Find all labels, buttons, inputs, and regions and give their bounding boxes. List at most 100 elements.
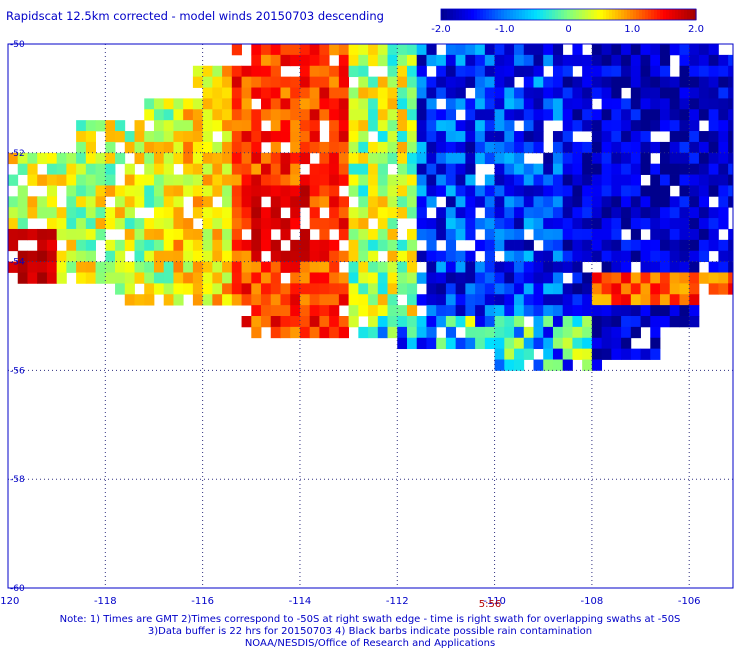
heatmap-cell — [679, 98, 690, 110]
heatmap-cell — [698, 54, 710, 67]
heatmap-cell — [56, 261, 67, 273]
heatmap-cell — [212, 98, 223, 110]
heatmap-cell — [552, 207, 564, 219]
heatmap-cell — [562, 131, 573, 143]
heatmap-cell — [115, 120, 126, 132]
heatmap-cell — [251, 163, 262, 175]
heatmap-cell — [290, 207, 301, 219]
heatmap-cell — [192, 141, 204, 154]
heatmap-cell — [475, 152, 486, 165]
heatmap-cell — [445, 174, 457, 186]
heatmap-cell — [728, 54, 733, 67]
heatmap-cell — [669, 120, 680, 132]
heatmap-cell — [56, 272, 67, 284]
chart-title: Rapidscat 12.5km corrected - model winds… — [6, 9, 384, 23]
heatmap-cell — [591, 109, 603, 121]
heatmap-cell — [484, 185, 495, 197]
heatmap-cell — [115, 272, 126, 284]
heatmap-cell — [426, 239, 437, 252]
heatmap-cell — [397, 44, 408, 56]
heatmap-cell — [231, 272, 242, 284]
heatmap-cell — [56, 228, 67, 241]
heatmap-cell — [728, 196, 733, 208]
heatmap-cell — [679, 283, 690, 295]
heatmap-cell — [465, 44, 476, 56]
heatmap-cell — [552, 54, 564, 67]
heatmap-cell — [650, 141, 661, 154]
heatmap-cell — [436, 272, 447, 284]
heatmap-cell — [416, 272, 427, 284]
heatmap-cell — [621, 196, 632, 208]
heatmap-cell — [572, 305, 583, 317]
heatmap-cell — [621, 305, 632, 317]
heatmap-cell — [85, 131, 96, 143]
heatmap-cell — [640, 76, 651, 88]
heatmap-cell — [582, 305, 593, 317]
heatmap-cell — [319, 152, 330, 165]
colorbar-segment — [471, 9, 475, 20]
heatmap-cell — [163, 218, 174, 230]
heatmap-cell — [192, 250, 204, 262]
heatmap-cell — [630, 283, 641, 295]
heatmap-cell — [533, 98, 544, 110]
heatmap-cell — [212, 141, 223, 154]
y-tick-label: -60 — [10, 584, 25, 594]
heatmap-cell — [591, 174, 603, 186]
heatmap-cell — [640, 283, 651, 295]
heatmap-cell — [17, 207, 28, 219]
heatmap-cell — [436, 87, 447, 99]
heatmap-cell — [689, 239, 700, 252]
colorbar-segment — [504, 9, 508, 20]
heatmap-cell — [436, 207, 447, 219]
heatmap-cell — [338, 131, 349, 143]
heatmap-cell — [718, 185, 729, 197]
heatmap-cell — [85, 163, 96, 175]
heatmap-cell — [601, 316, 612, 328]
colorbar-segment — [534, 9, 538, 20]
heatmap-cell — [251, 218, 262, 230]
heatmap-cell — [8, 218, 19, 230]
heatmap-cell — [562, 239, 573, 252]
heatmap-cell — [85, 141, 96, 154]
heatmap-cell — [504, 152, 515, 165]
heatmap-cell — [669, 131, 680, 143]
heatmap-cell — [309, 305, 320, 317]
heatmap-cell — [611, 163, 622, 175]
heatmap-cell — [426, 337, 437, 350]
colorbar-segment — [600, 9, 604, 20]
heatmap-cell — [124, 174, 135, 186]
heatmap-cell — [543, 305, 554, 317]
heatmap-cell — [144, 131, 155, 143]
heatmap-cell — [728, 98, 733, 110]
heatmap-cell — [669, 98, 680, 110]
heatmap-cell — [251, 326, 262, 339]
heatmap-cell — [611, 207, 622, 219]
heatmap-cell — [153, 261, 165, 273]
heatmap-cell — [728, 283, 733, 295]
note-line-1: Note: 1) Times are GMT 2)Times correspon… — [59, 614, 681, 625]
heatmap-cell — [514, 305, 525, 317]
heatmap-cell — [630, 44, 641, 56]
heatmap-cell — [465, 174, 476, 186]
heatmap-cell — [591, 218, 603, 230]
heatmap-cell — [387, 98, 398, 110]
heatmap-cell — [601, 152, 612, 165]
heatmap-cell — [708, 163, 719, 175]
heatmap-cell — [679, 305, 690, 317]
heatmap-cell — [640, 250, 651, 262]
heatmap-cell — [562, 87, 573, 99]
heatmap-cell — [309, 207, 320, 219]
heatmap-cell — [192, 196, 204, 208]
heatmap-cell — [163, 163, 174, 175]
heatmap-cell — [494, 87, 505, 99]
colorbar-segment — [477, 9, 481, 20]
heatmap-cell — [640, 239, 651, 252]
heatmap-cell — [299, 283, 311, 295]
heatmap-cell — [261, 316, 272, 328]
heatmap-cell — [76, 272, 87, 284]
heatmap-cell — [319, 141, 330, 154]
heatmap-cell — [85, 239, 96, 252]
heatmap-cell — [475, 65, 486, 78]
heatmap-cell — [270, 283, 281, 295]
heatmap-cell — [134, 152, 145, 165]
